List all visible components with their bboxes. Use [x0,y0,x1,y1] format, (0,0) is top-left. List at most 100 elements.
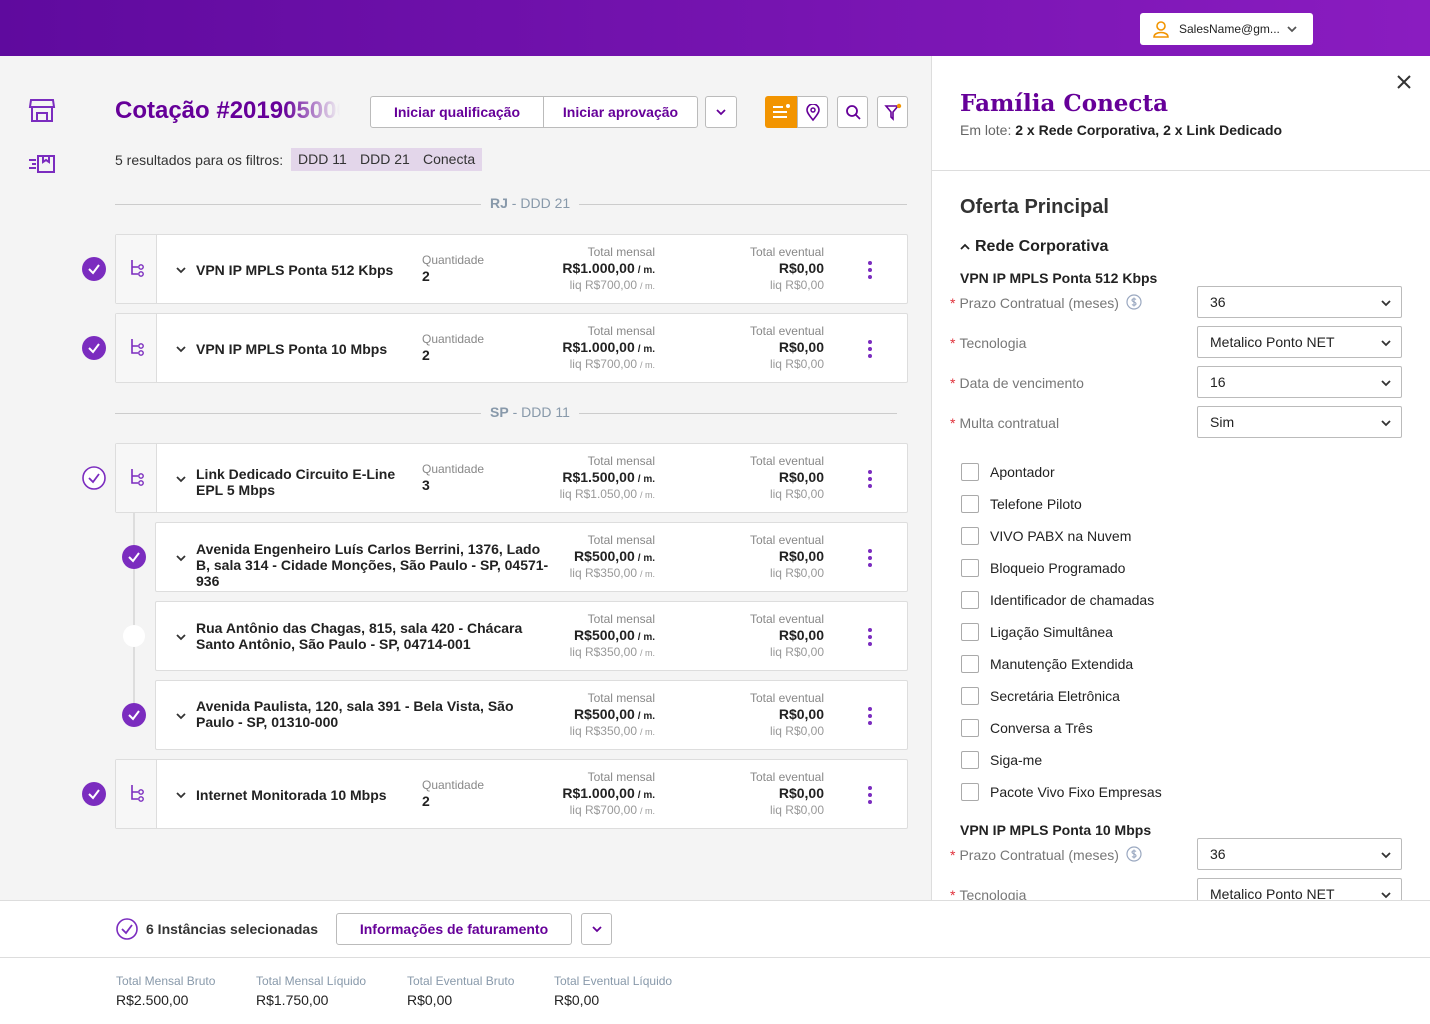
select-toggle[interactable] [82,466,106,490]
required-mark: * [950,887,956,903]
select-toggle[interactable] [122,624,146,648]
hierarchy-icon [131,785,144,802]
select-field[interactable]: 36 [1197,838,1402,870]
kebab-menu[interactable] [867,469,873,489]
price-text: Total mensal [587,324,655,338]
select-toggle[interactable] [122,545,146,569]
price-text: Total eventual [749,770,824,784]
nav-delivery[interactable] [28,152,58,176]
checkbox[interactable] [961,495,979,513]
footer: 6 Instâncias selecionadas Informações de … [0,900,1430,1024]
checkbox[interactable] [961,719,979,737]
kebab-menu[interactable] [867,706,873,726]
price-value: liq R$350,00 [569,724,637,738]
select-toggle[interactable] [122,703,146,727]
price-value: liq R$350,00 [569,566,637,580]
expand-chevron[interactable] [173,550,189,566]
address-card: Avenida Paulista, 120, sala 391 - Bela V… [155,680,908,750]
required-mark: * [950,335,956,351]
checkbox[interactable] [961,655,979,673]
checkbox[interactable] [961,751,979,769]
checkbox[interactable] [961,559,979,577]
select-field[interactable]: Sim [1197,406,1402,438]
quantity-label: Quantidade [422,462,485,476]
kebab-menu[interactable] [867,339,873,359]
field-label-text: Multa contratual [959,415,1060,431]
filter-button[interactable] [877,96,908,128]
search-button[interactable] [837,96,868,128]
total-value: R$1.750,00 [256,992,329,1008]
checkbox-label: VIVO PABX na Nuvem [990,528,1132,544]
checkbox[interactable] [961,463,979,481]
hierarchy-icon [131,339,144,356]
billing-button[interactable]: Informações de faturamento [336,913,572,945]
kebab-menu[interactable] [867,627,873,647]
chevron [716,109,726,116]
price-text: liq R$0,00 [769,645,824,659]
product-card: Link Dedicado Circuito E-Line EPL 5 Mbps… [115,443,908,513]
checkbox[interactable] [961,527,979,545]
checkbox[interactable] [961,623,979,641]
price-value: liq R$700,00 [569,803,637,817]
total-value: R$0,00 [554,992,600,1008]
collapse-chevron[interactable] [959,241,971,253]
expand-chevron[interactable] [173,262,189,278]
select-field[interactable]: 36 [1197,286,1402,318]
nav-store[interactable] [28,97,56,123]
map-view-button[interactable] [797,96,828,128]
list-view-button[interactable] [765,96,797,128]
action-button[interactable]: Iniciar aprovação [562,104,679,120]
actions-more[interactable] [705,96,737,128]
selected-icon [116,918,138,940]
select-toggle[interactable] [82,257,106,281]
checkbox[interactable] [961,783,979,801]
quantity-value: 2 [422,347,430,363]
price-line: R$1.000,00/ m. [562,260,655,276]
expand-chevron[interactable] [173,341,189,357]
kebab-menu[interactable] [867,548,873,568]
select-field[interactable]: Metalico Ponto NET [1197,326,1402,358]
price-text: Total eventual [749,324,824,338]
total-label: Total Eventual Líquido [554,974,673,988]
expand-chevron[interactable] [173,629,189,645]
group-region: SP [490,404,509,420]
price-line: liq R$350,00/ m. [570,645,655,659]
price-text: R$0,00 [778,260,824,276]
expand-chevron[interactable] [173,787,189,803]
price-value: liq R$700,00 [569,278,637,292]
price-text: R$0,00 [778,548,824,564]
field-label-text: Tecnologia [959,335,1027,351]
price-line: liq R$700,00/ m. [570,357,655,371]
checkbox[interactable] [961,591,979,609]
checkbox-label: Telefone Piloto [990,496,1082,512]
product-name: VPN IP MPLS Ponta 10 Mbps [196,341,388,357]
card-side [116,314,157,382]
price-line: liq R$350,00/ m. [570,724,655,738]
action-button[interactable]: Iniciar qualificação [371,97,544,127]
filter-tag[interactable]: DDD 21 [353,148,417,171]
billing-more[interactable] [581,913,612,945]
price-unit: / m. [637,265,655,276]
user-menu[interactable]: SalesName@gm... [1140,13,1313,45]
price-text: R$0,00 [778,339,824,355]
checkbox[interactable] [961,687,979,705]
field-label-text: Prazo Contratual (meses) [959,847,1119,863]
select-toggle[interactable] [82,336,106,360]
kebab-menu[interactable] [867,260,873,280]
close-button[interactable] [1397,75,1411,89]
filter-tag[interactable]: Conecta [416,148,483,171]
required-mark: * [950,375,956,391]
select-toggle[interactable] [82,782,106,806]
kebab-menu[interactable] [867,785,873,805]
select-field[interactable]: 16 [1197,366,1402,398]
expand-chevron[interactable] [173,471,189,487]
price-value: R$1.500,00 [562,469,635,485]
address-name: Avenida Paulista, 120, sala 391 - Bela V… [196,698,514,730]
price-line: R$500,00/ m. [574,548,655,564]
info-icon [1126,846,1142,862]
card-side [116,444,157,512]
filter-tag[interactable]: DDD 11 [291,148,354,171]
checkbox-label: Apontador [990,464,1055,480]
expand-chevron[interactable] [173,708,189,724]
address-name: Avenida Engenheiro Luís Carlos Berrini, … [196,541,549,589]
